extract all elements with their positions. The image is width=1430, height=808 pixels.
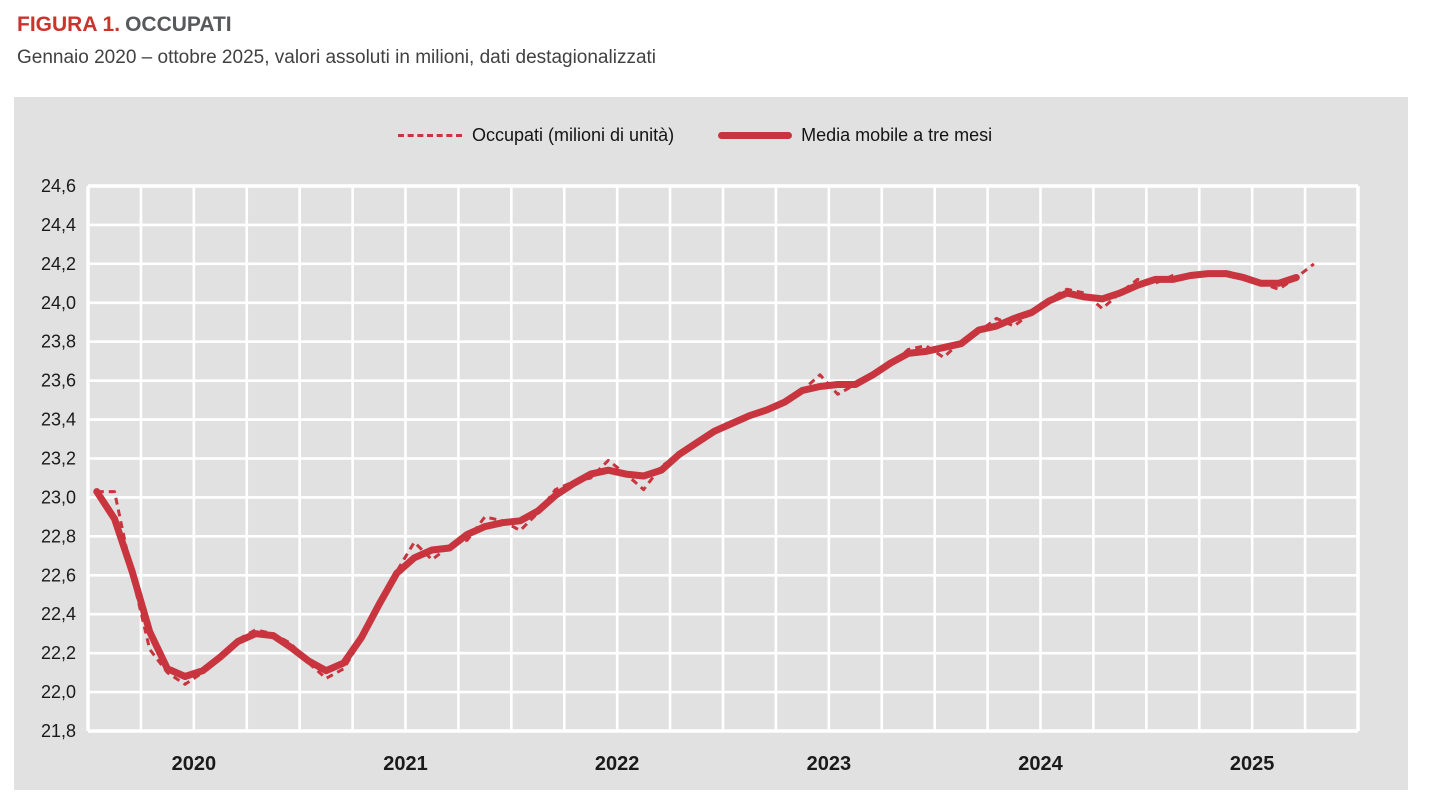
series-occupati [96, 262, 1315, 686]
x-tick-label: 2022 [595, 753, 640, 775]
y-tick-label: 23,4 [41, 410, 76, 430]
chart-panel: Occupati (milioni di unità) Media mobile… [14, 97, 1408, 790]
y-tick-label: 24,2 [41, 254, 76, 274]
y-tick-label: 22,4 [41, 604, 76, 624]
y-tick-label: 22,2 [41, 643, 76, 663]
legend-label-media-mobile: Media mobile a tre mesi [801, 124, 993, 145]
legend-label-occupati: Occupati (milioni di unità) [472, 124, 675, 145]
y-tick-label: 23,8 [41, 332, 76, 352]
y-tick-label: 21,8 [41, 721, 76, 741]
legend-solid-line-swatch [718, 131, 793, 139]
figure-title: FIGURA 1. OCCUPATI [17, 13, 656, 37]
y-tick-label: 22,6 [41, 565, 76, 585]
x-tick-label: 2025 [1230, 753, 1275, 775]
x-tick-label: 2023 [807, 753, 852, 775]
line-chart: 24,6 24,4 24,2 24,0 23,8 23,6 23,4 23,2 23,0 22,8… [41, 176, 1360, 775]
y-tick-label: 23,6 [41, 371, 76, 391]
x-tick-label: 2020 [172, 753, 217, 775]
x-tick-label: 2024 [1018, 753, 1063, 775]
chart-legend: Occupati (milioni di unità) Media mobile… [398, 121, 992, 149]
x-tick-label: 2021 [383, 753, 428, 775]
figure-number: FIGURA 1. [17, 13, 121, 36]
figure-name: OCCUPATI [125, 13, 232, 36]
y-tick-label: 24,0 [41, 293, 76, 313]
y-tick-label: 23,0 [41, 487, 76, 507]
y-tick-label: 24,6 [41, 176, 76, 196]
figure-subtitle: Gennaio 2020 – ottobre 2025, valori asso… [17, 47, 657, 68]
y-tick-label: 23,2 [41, 449, 76, 469]
legend-dashed-line-swatch [398, 133, 462, 137]
figure-header: FIGURA 1. OCCUPATI Gennaio 2020 – ottobre… [17, 13, 656, 69]
series-media-mobile [93, 270, 1300, 680]
y-tick-label: 22,0 [41, 682, 76, 702]
y-tick-label: 24,4 [41, 215, 76, 235]
y-tick-label: 22,8 [41, 526, 76, 546]
